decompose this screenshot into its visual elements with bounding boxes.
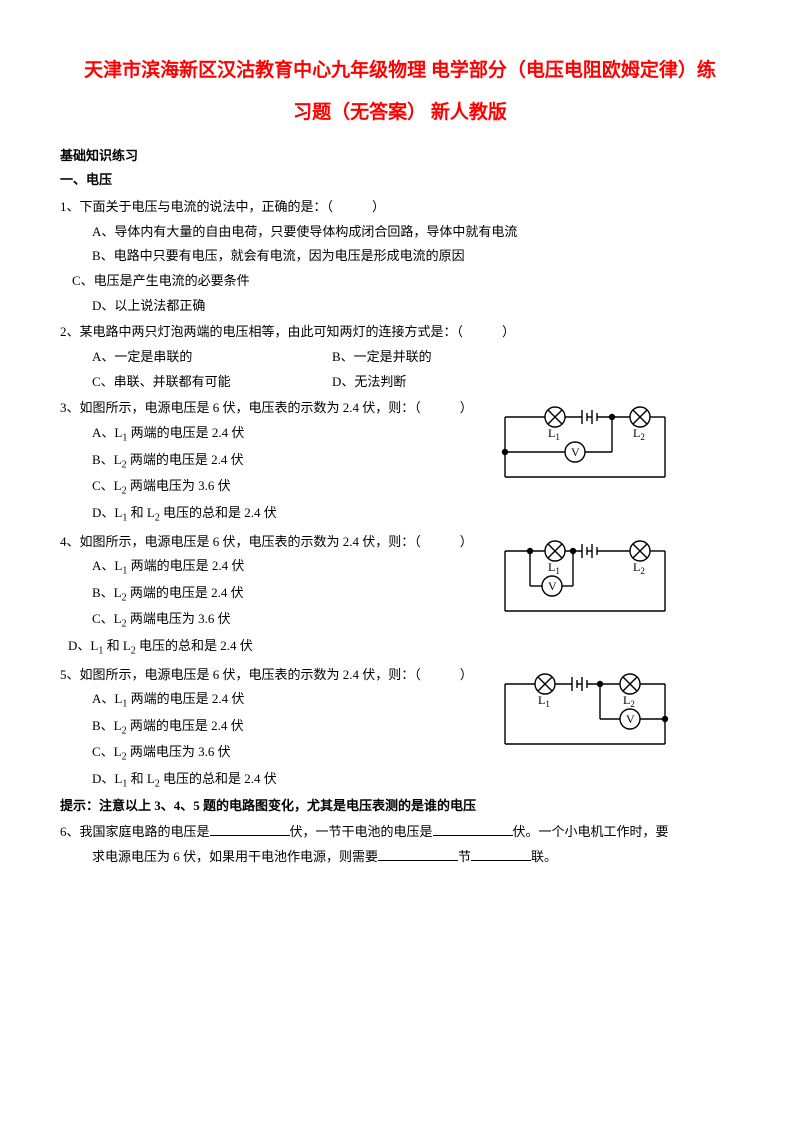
blank-2	[433, 822, 513, 836]
title-line-1: 天津市滨海新区汉沽教育中心九年级物理 电学部分（电压电阻欧姆定律）练	[60, 50, 740, 92]
q6-p1: 6、我国家庭电路的电压是	[60, 824, 210, 839]
svg-text:L1: L1	[538, 693, 550, 709]
question-3: 3、如图所示，电源电压是 6 伏，电压表的示数为 2.4 伏，则：（ ）	[60, 396, 740, 527]
svg-text:L2: L2	[633, 560, 645, 576]
svg-text:V: V	[571, 445, 580, 459]
svg-text:V: V	[626, 712, 635, 726]
q6-p3: 伏。一个小电机工作时，要	[513, 824, 669, 839]
svg-text:L1: L1	[548, 426, 560, 442]
svg-text:L2: L2	[623, 693, 635, 709]
q2-opt-d: D、无法判断	[332, 370, 406, 395]
q6-p6: 联。	[531, 849, 557, 864]
q2-opt-a: A、一定是串联的	[92, 345, 332, 370]
q6-p2: 伏，一节干电池的电压是	[290, 824, 433, 839]
q2-stem: 2、某电路中两只灯泡两端的电压相等，由此可知两灯的连接方式是：（ ）	[60, 320, 740, 345]
svg-text:L1: L1	[548, 560, 560, 576]
question-6: 6、我国家庭电路的电压是 伏，一节干电池的电压是 伏。一个小电机工作时，要 求电源电…	[60, 820, 740, 869]
blank-3	[378, 847, 458, 861]
q2-opt-c: C、串联、并联都有可能	[92, 370, 332, 395]
circuit-figure-q3: L1 L2 V	[490, 402, 680, 497]
q1-stem: 1、下面关于电压与电流的说法中，正确的是：（ ）	[60, 195, 740, 220]
q4-opt-d: D、L1 和 L2 电压的总和是 2.4 伏	[60, 634, 740, 661]
q6-line2: 求电源电压为 6 伏，如果用干电池作电源，则需要 节 联。	[60, 845, 740, 870]
section-basic: 基础知识练习	[60, 144, 740, 169]
document-title: 天津市滨海新区汉沽教育中心九年级物理 电学部分（电压电阻欧姆定律）练 习题（无答…	[60, 50, 740, 134]
question-1: 1、下面关于电压与电流的说法中，正确的是：（ ） A、导体内有大量的自由电荷，只…	[60, 195, 740, 318]
q6-p5: 节	[458, 849, 471, 864]
title-line-2: 习题（无答案） 新人教版	[60, 92, 740, 134]
blank-4	[471, 847, 531, 861]
question-2: 2、某电路中两只灯泡两端的电压相等，由此可知两灯的连接方式是：（ ） A、一定是…	[60, 320, 740, 394]
hint-text: 提示：注意以上 3、4、5 题的电路图变化，尤其是电压表测的是谁的电压	[60, 794, 740, 819]
page: 天津市滨海新区汉沽教育中心九年级物理 电学部分（电压电阻欧姆定律）练 习题（无答…	[0, 0, 800, 910]
question-4: 4、如图所示，电源电压是 6 伏，电压表的示数为 2.4 伏，则：（ ）	[60, 530, 740, 661]
q1-opt-b: B、电路中只要有电压，就会有电流，因为电压是形成电流的原因	[60, 244, 740, 269]
q3-opt-d: D、L1 和 L2 电压的总和是 2.4 伏	[60, 501, 740, 528]
q1-opt-a: A、导体内有大量的自由电荷，只要使导体构成闭合回路，导体中就有电流	[60, 220, 740, 245]
circuit-figure-q5: L1 L2 V	[490, 669, 680, 764]
q2-opt-b: B、一定是并联的	[332, 345, 432, 370]
q1-opt-c: C、电压是产生电流的必要条件	[60, 269, 740, 294]
question-5: 5、如图所示，电源电压是 6 伏，电压表的示数为 2.4 伏，则：（ ）	[60, 663, 740, 794]
svg-text:L2: L2	[633, 426, 645, 442]
q6-p4: 求电源电压为 6 伏，如果用干电池作电源，则需要	[92, 849, 378, 864]
q5-opt-d: D、L1 和 L2 电压的总和是 2.4 伏	[60, 767, 740, 794]
section-voltage: 一、电压	[60, 168, 740, 193]
q1-opt-d: D、以上说法都正确	[60, 294, 740, 319]
blank-1	[210, 822, 290, 836]
circuit-figure-q4: L1 L2 V	[490, 536, 680, 631]
svg-text:V: V	[548, 579, 557, 593]
